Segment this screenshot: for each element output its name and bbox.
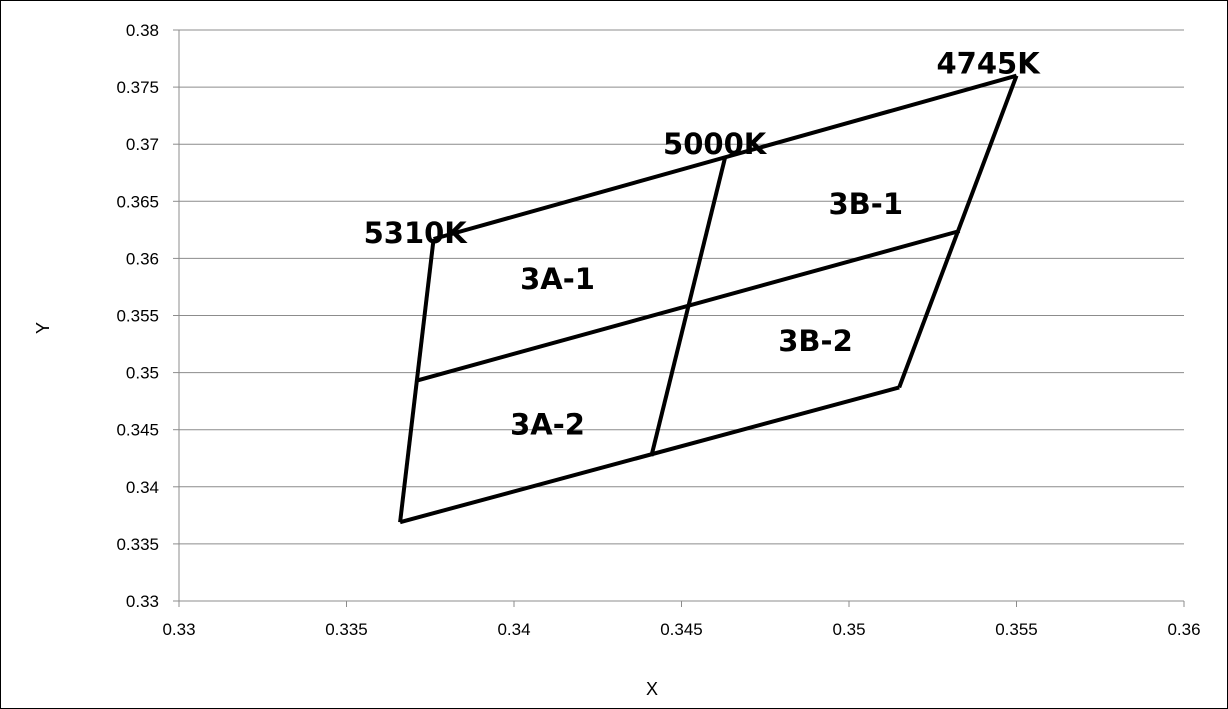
y-tick-label: 0.33 [126, 592, 159, 611]
annotation-4745k: 4745K [937, 47, 1042, 81]
annotation-5000k: 5000K [663, 127, 768, 161]
y-tick-label: 0.37 [126, 135, 159, 154]
left-edge-line [398, 238, 436, 523]
middle-vertical-line [649, 157, 727, 457]
annotation-3b-2: 3B-2 [778, 324, 853, 358]
y-tick-label: 0.355 [116, 307, 159, 326]
annotation-3a-1: 3A-1 [520, 262, 595, 296]
x-axis-title: X [646, 679, 658, 699]
y-tick-label: 0.34 [126, 478, 159, 497]
y-tick-label: 0.35 [126, 364, 159, 383]
axis-layer [178, 30, 1185, 607]
x-tick-label: 0.355 [995, 620, 1038, 639]
annotations: 5310K 5000K 4745K 3A-1 3B-1 3A-2 3B-2 [364, 47, 1042, 442]
x-tick-label: 0.33 [162, 620, 195, 639]
y-tick-label: 0.38 [126, 21, 159, 40]
x-tick-labels: 0.33 0.335 0.34 0.345 0.35 0.355 0.36 [162, 620, 1200, 639]
annotation-5310k: 5310K [364, 216, 469, 250]
x-tick-label: 0.345 [660, 620, 703, 639]
annotation-3b-1: 3B-1 [829, 187, 904, 221]
y-tick-label: 0.375 [116, 78, 159, 97]
grid-layer [173, 29, 1184, 602]
top-edge-line [433, 73, 1018, 241]
y-axis-title: Y [33, 322, 53, 334]
y-tick-label: 0.345 [116, 421, 159, 440]
y-tick-labels: 0.33 0.335 0.34 0.345 0.35 0.355 0.36 0.365 0.37… [116, 21, 159, 611]
x-tick-label: 0.34 [497, 620, 530, 639]
x-tick-label: 0.36 [1167, 620, 1200, 639]
x-tick-label: 0.35 [832, 620, 865, 639]
y-tick-label: 0.365 [116, 192, 159, 211]
boundary-lines [398, 73, 1019, 525]
y-tick-label: 0.36 [126, 249, 159, 268]
y-tick-label: 0.335 [116, 535, 159, 554]
x-tick-label: 0.335 [325, 620, 368, 639]
annotation-3a-2: 3A-2 [510, 407, 585, 441]
